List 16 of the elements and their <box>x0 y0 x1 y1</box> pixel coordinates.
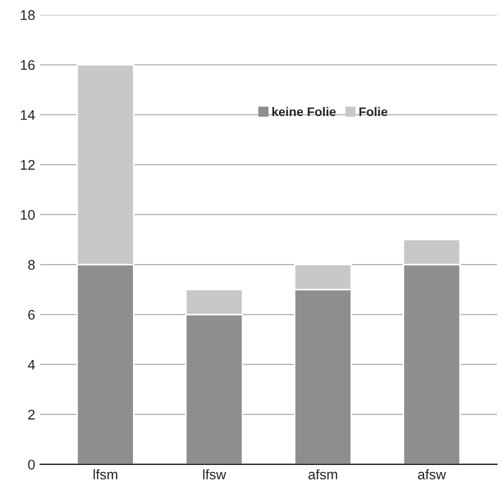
y-tick-label: 10 <box>20 210 35 220</box>
x-tick-label: afsm <box>308 469 338 480</box>
x-tick-label: lfsm <box>94 469 118 480</box>
x-tick-label: afsw <box>418 469 446 480</box>
y-tick-label: 14 <box>20 110 35 120</box>
x-tick-label: lfsw <box>203 469 226 480</box>
y-tick-label: 2 <box>28 410 35 420</box>
y-tick-label: 6 <box>28 310 35 320</box>
y-tick-label: 4 <box>28 360 35 370</box>
y-tick-label: 0 <box>28 460 35 470</box>
legend-label: Folie <box>359 106 388 116</box>
y-tick-label: 18 <box>20 10 35 20</box>
legend-label: keine Folie <box>272 106 336 116</box>
y-tick-label: 16 <box>20 60 35 70</box>
y-tick-label: 8 <box>28 260 35 270</box>
y-tick-label: 12 <box>20 160 35 170</box>
